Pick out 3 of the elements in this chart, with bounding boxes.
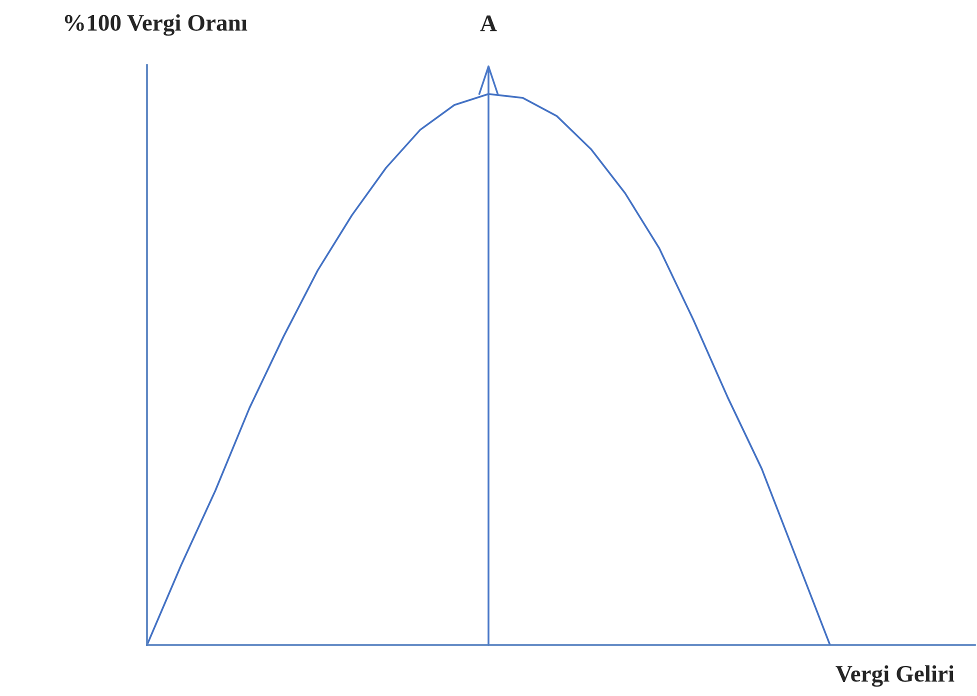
y-axis-title: %100 Vergi Oranı — [64, 14, 248, 36]
x-axis-title: Vergi Geliri — [836, 665, 954, 687]
text: A — [480, 16, 497, 32]
